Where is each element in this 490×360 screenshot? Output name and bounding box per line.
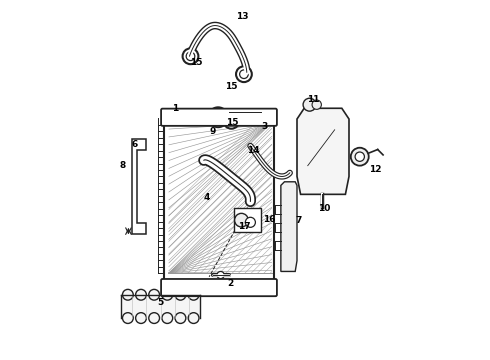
- Polygon shape: [281, 182, 297, 271]
- Text: 15: 15: [190, 58, 203, 67]
- Circle shape: [227, 117, 236, 125]
- Circle shape: [236, 66, 252, 82]
- Circle shape: [183, 48, 198, 64]
- Circle shape: [235, 213, 248, 227]
- Circle shape: [149, 289, 160, 300]
- Circle shape: [188, 289, 199, 300]
- Text: 8: 8: [119, 161, 125, 170]
- Text: 1: 1: [172, 104, 178, 113]
- Text: 10: 10: [318, 204, 330, 213]
- Text: 3: 3: [262, 122, 268, 131]
- Circle shape: [245, 217, 255, 227]
- Text: 12: 12: [368, 165, 381, 174]
- Circle shape: [122, 313, 133, 323]
- Circle shape: [175, 313, 186, 323]
- FancyBboxPatch shape: [161, 109, 277, 126]
- Text: 15: 15: [226, 118, 239, 127]
- Circle shape: [162, 313, 172, 323]
- Circle shape: [312, 100, 321, 109]
- Circle shape: [186, 52, 195, 60]
- Text: 13: 13: [236, 12, 248, 21]
- Text: 9: 9: [210, 127, 216, 136]
- Circle shape: [122, 289, 133, 300]
- Circle shape: [223, 113, 239, 129]
- Bar: [169, 123, 272, 273]
- Circle shape: [351, 148, 368, 166]
- Circle shape: [213, 112, 223, 122]
- Text: 15: 15: [225, 82, 238, 91]
- Circle shape: [208, 107, 228, 127]
- Text: 6: 6: [131, 140, 138, 149]
- Circle shape: [162, 289, 172, 300]
- Text: 14: 14: [247, 146, 260, 155]
- Text: 2: 2: [227, 279, 234, 288]
- Text: 4: 4: [203, 193, 209, 202]
- Circle shape: [136, 313, 147, 323]
- Bar: [234, 208, 262, 232]
- Text: 7: 7: [295, 216, 302, 225]
- Bar: [164, 114, 274, 282]
- Circle shape: [136, 289, 147, 300]
- Circle shape: [355, 152, 365, 161]
- Text: 11: 11: [307, 95, 319, 104]
- Polygon shape: [297, 108, 349, 194]
- Text: 5: 5: [157, 298, 164, 307]
- Circle shape: [303, 98, 316, 111]
- Circle shape: [188, 313, 199, 323]
- Circle shape: [217, 271, 224, 279]
- Bar: [122, 295, 200, 318]
- FancyBboxPatch shape: [161, 279, 277, 296]
- Circle shape: [149, 313, 160, 323]
- Circle shape: [175, 289, 186, 300]
- Text: 17: 17: [238, 222, 250, 231]
- Text: 16: 16: [263, 215, 276, 224]
- Circle shape: [240, 70, 248, 78]
